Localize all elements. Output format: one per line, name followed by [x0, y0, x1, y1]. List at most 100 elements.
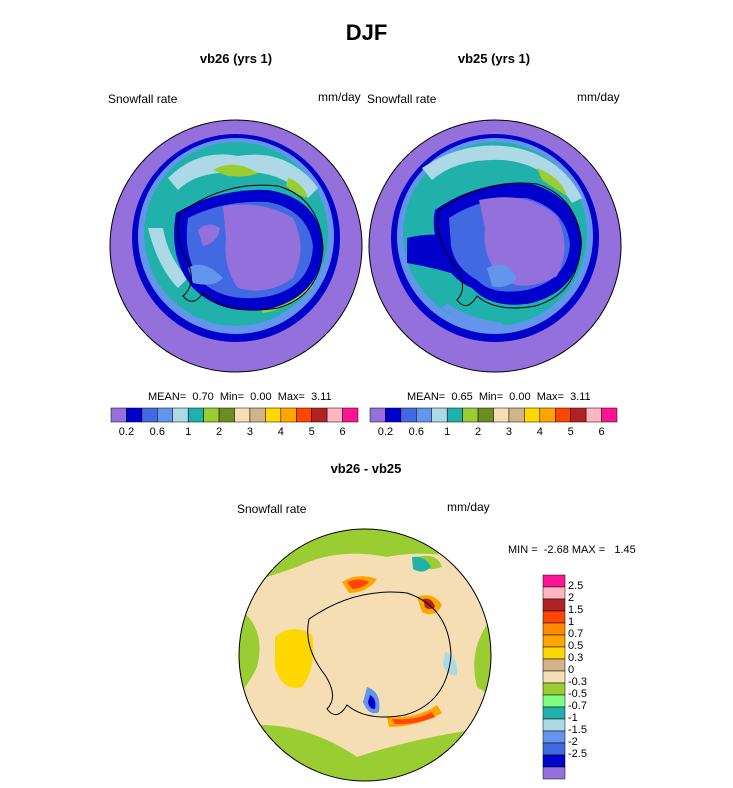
- panel1-colorbar-swatch: [157, 407, 173, 423]
- diff-colorbar-tick-label: -2.5: [568, 748, 587, 760]
- panel1-stats: MEAN= 0.70 Min= 0.00 Max= 3.11: [148, 391, 332, 403]
- panel2-colorbar-swatch: [570, 407, 587, 423]
- diff-colorbar-swatch: [542, 634, 566, 648]
- panel1-colorbar-tick-label: 5: [308, 426, 315, 438]
- diff-colorbar-tick-label: -0.7: [568, 700, 587, 712]
- panel2-colorbar-swatch: [555, 407, 571, 423]
- panel2-colorbar-swatch: [446, 407, 463, 423]
- diff-colorbar-swatch: [542, 586, 566, 600]
- diff-colorbar-tick-label: -1.5: [568, 724, 587, 736]
- panel1-colorbar-tick-label: 0.6: [149, 426, 165, 438]
- panel1-colorbar-ticks: 0.2 0.6 1 2 3 4 5 6: [111, 426, 358, 440]
- panel2-colorbar-tick-label: 2: [475, 426, 482, 438]
- panel1-title: vb26 (yrs 1): [199, 51, 273, 66]
- panel2-colorbar-swatch: [431, 407, 448, 423]
- panel1-coastline: [177, 184, 324, 311]
- diff-colorbar-swatch: [542, 670, 566, 684]
- diff-colorbar: [542, 574, 566, 780]
- diff-colorbar-swatch: [542, 730, 566, 744]
- panel2-polar-map: [368, 119, 622, 373]
- panel2-units-label: mm/day: [577, 90, 620, 104]
- panel1-colorbar-swatch: [296, 407, 312, 423]
- diff-colorbar-swatch: [542, 574, 566, 588]
- panel1-colorbar-tick-label: 6: [339, 426, 346, 438]
- diff-colorbar-tick-label: 0.5: [568, 640, 584, 652]
- panel2-colorbar-tick-label: 0.2: [377, 426, 394, 438]
- diff-colorbar-swatch: [542, 706, 566, 720]
- panel1-colorbar-swatch: [110, 407, 127, 423]
- panel2-colorbar-swatch: [601, 407, 618, 423]
- panel1-colorbar-swatch: [265, 407, 282, 423]
- panel2-colorbar-swatch: [477, 407, 494, 423]
- panel1-interior-field: [223, 204, 301, 291]
- diff-colorbar-swatch: [542, 694, 566, 708]
- diff-colorbar-tick-label: 0.7: [568, 628, 584, 640]
- panel1-variable-label: Snowfall rate: [108, 92, 178, 106]
- panel2-variable-label: Snowfall rate: [367, 92, 437, 106]
- panel1-colorbar-swatch: [326, 407, 343, 423]
- panel2-colorbar-swatch: [385, 407, 402, 423]
- diff-colorbar-tick-label: 2: [568, 592, 575, 604]
- panel1-units-label: mm/day: [318, 90, 361, 104]
- diff-colorbar-swatch: [542, 718, 566, 732]
- diff-colorbar-tick-label: -1: [568, 712, 578, 724]
- panel1-colorbar-swatch: [342, 407, 359, 423]
- diff-colorbar-swatch: [542, 754, 566, 768]
- panel1-colorbar-tick-label: 0.2: [118, 426, 135, 438]
- panel1-colorbar-swatch: [141, 407, 158, 423]
- figure-title: DJF: [345, 20, 388, 45]
- panel2-colorbar-ticks: 0.2 0.6 1 2 3 4 5 6: [370, 426, 617, 440]
- diff-colorbar-ticks: 2.5 2 1.5 1 0.7 0.5 0.3 0 -0.3 -0.5 -0.7 -1 -1.5 -2 -2…: [568, 575, 608, 779]
- diff-colorbar-tick-label: -0.5: [568, 688, 587, 700]
- panel2-colorbar-swatch: [369, 407, 386, 423]
- panel1-colorbar-swatch: [172, 407, 189, 423]
- diff-colorbar-tick-label: -2: [568, 736, 578, 748]
- panel1-colorbar-swatch: [187, 407, 204, 423]
- diff-colorbar-swatch: [542, 742, 566, 756]
- panel1-colorbar-swatch: [234, 407, 251, 423]
- panel2-title: vb25 (yrs 1): [457, 51, 531, 66]
- panel2-colorbar: [369, 407, 618, 423]
- panel1-colorbar-tick-label: 3: [246, 426, 253, 438]
- panel2-colorbar-swatch: [508, 407, 525, 423]
- panel2-colorbar-swatch: [585, 407, 602, 423]
- panel2-colorbar-tick-label: 4: [536, 426, 543, 438]
- panel1-colorbar-swatch: [126, 407, 143, 423]
- diff-colorbar-swatch: [542, 682, 566, 696]
- diff-colorbar-swatch: [542, 658, 566, 672]
- diff-colorbar-tick-label: 2.5: [568, 580, 584, 592]
- diff-colorbar-swatch: [542, 622, 566, 636]
- panel2-stats: MEAN= 0.65 Min= 0.00 Max= 3.11: [407, 391, 591, 403]
- panel2-colorbar-swatch: [539, 407, 556, 423]
- diff-colorbar-tick-label: 0: [568, 664, 575, 676]
- panel1-colorbar-swatch: [203, 407, 220, 423]
- diff-minmax: MIN = -2.68 MAX = 1.45: [508, 544, 636, 556]
- panel1-colorbar: [110, 407, 359, 423]
- panel2-colorbar-tick-label: 6: [598, 426, 605, 438]
- diff-colorbar-swatch: [542, 646, 566, 660]
- panel2-colorbar-swatch: [416, 407, 432, 423]
- panel2-colorbar-swatch: [462, 407, 479, 423]
- diff-coastline: [307, 591, 452, 718]
- panel1-colorbar-swatch: [249, 407, 266, 423]
- panel1-colorbar-swatch: [311, 407, 328, 423]
- diff-colorbar-tick-label: -0.3: [568, 676, 587, 688]
- panel2-colorbar-tick-label: 5: [567, 426, 574, 438]
- panel1-colorbar-tick-label: 1: [185, 426, 192, 438]
- panel2-colorbar-swatch: [400, 407, 417, 423]
- diff-colorbar-swatch: [542, 610, 566, 624]
- panel2-colorbar-tick-label: 1: [444, 426, 451, 438]
- panel1-colorbar-tick-label: 2: [216, 426, 223, 438]
- diff-polar-map: [238, 528, 492, 782]
- panel1-polar-map: [109, 119, 363, 373]
- diff-units-label: mm/day: [447, 500, 490, 514]
- panel2-colorbar-swatch: [493, 407, 510, 423]
- diff-positive-anomaly: [275, 628, 314, 688]
- panel1-colorbar-swatch: [218, 407, 235, 423]
- diff-colorbar-swatch: [542, 598, 566, 612]
- diff-colorbar-tick-label: 1: [568, 616, 575, 628]
- panel2-colorbar-tick-label: 0.6: [408, 426, 424, 438]
- diff-title: vb26 - vb25: [330, 461, 402, 476]
- panel2-colorbar-swatch: [524, 407, 541, 423]
- panel2-interior-field: [479, 197, 565, 286]
